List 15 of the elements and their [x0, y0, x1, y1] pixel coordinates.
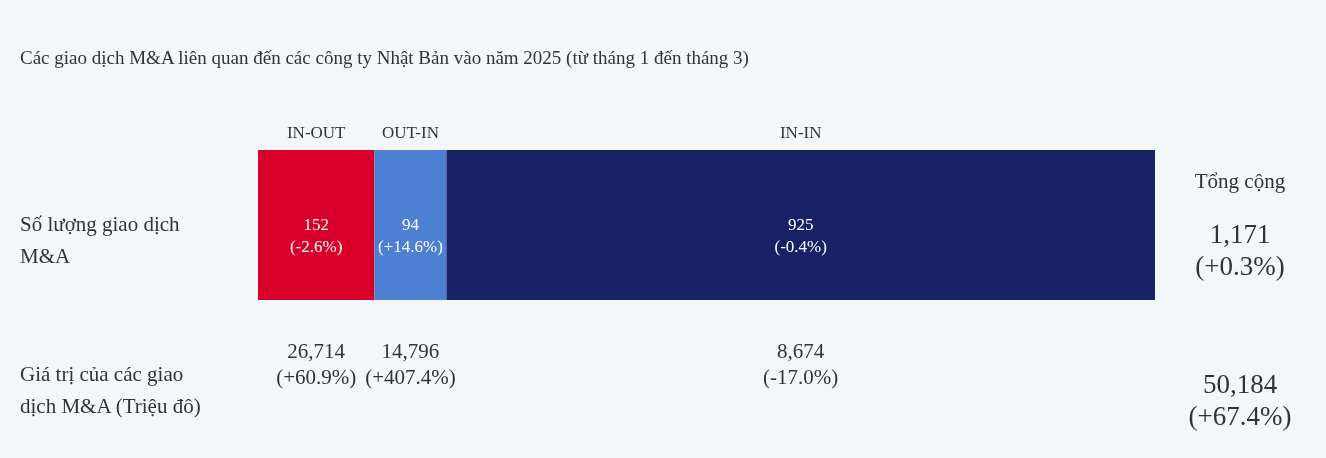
- data-label: 925 (-0.4%): [774, 215, 827, 256]
- series-label: OUT-IN: [381, 123, 439, 142]
- annotation: 14,796 (+407.4%): [365, 339, 456, 389]
- data-label: 152 (-2.6%): [290, 215, 343, 256]
- annotation: 26,714 (+60.9%): [276, 339, 357, 389]
- data-label: 94 (+14.6%): [378, 215, 443, 256]
- y-tick-label: Số lượng giao dịch M&A: [20, 212, 181, 268]
- series-label: IN-OUT: [286, 123, 347, 142]
- text: 50,184 (+67.4%): [1188, 369, 1292, 431]
- total-label: 1,171 (+0.3%): [1195, 219, 1285, 281]
- annotation: 8,674 (-17.0%): [763, 339, 839, 389]
- chart-title: Các giao dịch M&A liên quan đến các công ty Nhật Bản vào năm 2025 (từ tháng 1 đến tháng 3): [20, 47, 749, 69]
- series-label: IN-IN: [779, 123, 822, 142]
- y-tick-label: Giá trị của các giao dịch M&A (Triệu đô): [20, 362, 201, 418]
- text: Tổng cộng: [1194, 169, 1286, 193]
